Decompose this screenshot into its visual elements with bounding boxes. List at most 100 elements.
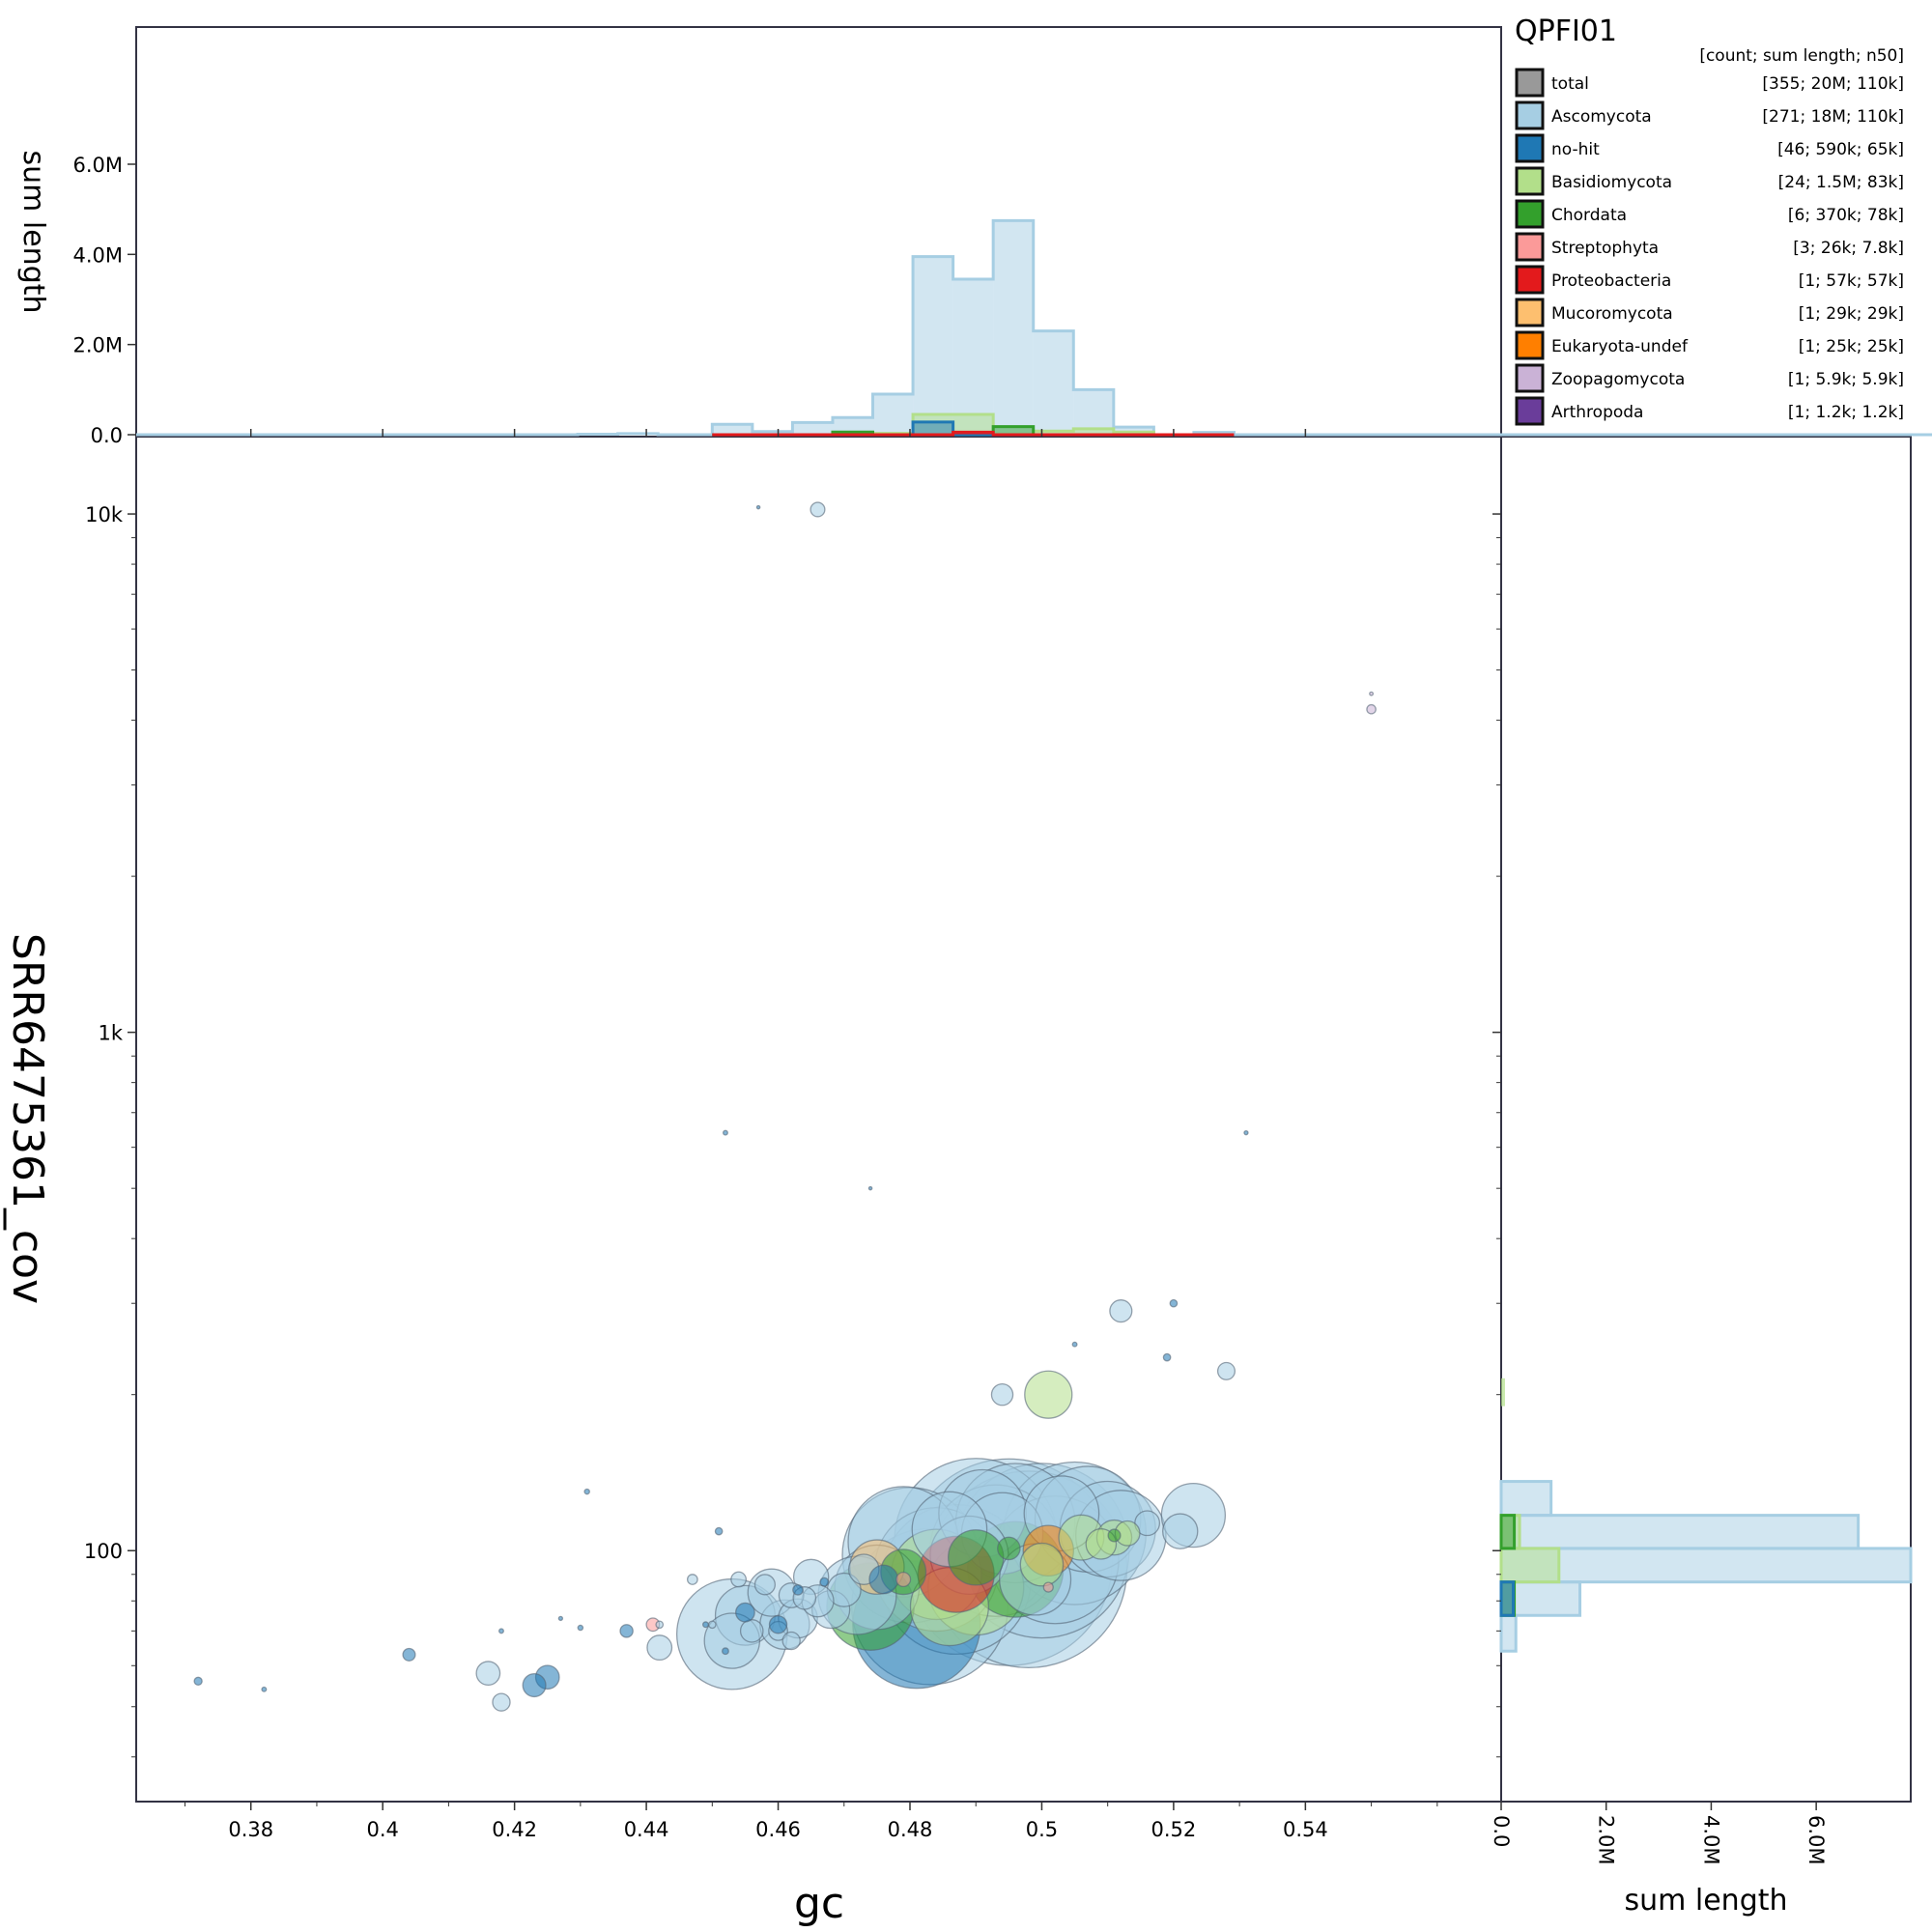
cov-hist-bar-ascomycota	[1499, 1480, 1553, 1518]
point-chordata	[1107, 1528, 1122, 1543]
gc-hist-bar-ascomycota	[832, 417, 873, 435]
point-ascomycota	[990, 1382, 1014, 1406]
gc-hist-bar-ascomycota	[712, 424, 753, 435]
x-tick-label: 0.52	[1151, 1818, 1197, 1841]
gc-hist-bar-basidiomycota	[952, 414, 994, 435]
gc-hist-outline-proteobacteria	[712, 430, 1235, 437]
point-ascomycota	[1162, 1513, 1199, 1549]
point-no-hit	[768, 1615, 788, 1634]
point-basidiomycota	[1024, 1370, 1073, 1419]
cov-hist-bar-ascomycota	[1499, 1547, 1913, 1584]
gc-hist-bar-ascomycota	[752, 431, 793, 435]
point-ascomycota	[730, 1571, 747, 1588]
point-no-hit	[722, 1647, 729, 1656]
point-ascomycota	[646, 1634, 673, 1662]
coverage-histogram-x-ticks: 0.0 2.0M 4.0M 6.0M	[1490, 1802, 1828, 1865]
point-ascomycota	[686, 1574, 698, 1585]
legend-swatch-chordata	[1515, 199, 1545, 229]
x-tick-label: 0.4	[366, 1818, 398, 1841]
gc-hist-bar-chordata	[993, 426, 1034, 435]
x-axis-label: gc	[794, 1879, 844, 1928]
y-tick-label: 100	[84, 1540, 123, 1563]
point-ascomycota	[475, 1661, 501, 1687]
point-zoopagomycota	[1369, 691, 1375, 696]
x-tick-label: 0.48	[888, 1818, 933, 1841]
legend-swatch-streptophyta	[1515, 232, 1545, 262]
gc-hist-bar-ascomycota	[872, 394, 914, 435]
legend-header: [count; sum length; n50]	[1699, 46, 1904, 66]
gc-hist-bar-ascomycota	[792, 422, 833, 435]
legend-swatch-basidiomycota	[1515, 166, 1545, 196]
point-streptophyta	[895, 1571, 912, 1588]
cov-hist-x-tick-label: 2.0M	[1595, 1815, 1618, 1865]
point-zoopagomycota	[1366, 703, 1377, 715]
legend-swatch-no-hit	[1515, 133, 1545, 163]
cov-hist-bar-basidiomycota-high	[1501, 1378, 1505, 1406]
legend-stats: [1; 5.9k; 5.9k]	[1788, 370, 1904, 389]
gc-hist-bar-ascomycota	[913, 256, 953, 435]
cov-hist-bar-ascomycota	[1499, 1514, 1861, 1550]
legend-swatch-zoopagomycota	[1515, 363, 1545, 393]
cov-hist-x-tick-label: 0.0	[1490, 1815, 1513, 1847]
legend-stats: [46; 590k; 65k]	[1777, 140, 1904, 159]
point-ascomycota	[1216, 1361, 1236, 1380]
point-ascomycota	[739, 1619, 764, 1643]
legend-label: Ascomycota	[1551, 107, 1652, 127]
gc-hist-bar-ascomycota	[952, 279, 994, 435]
coverage-histogram-x-label: sum length	[1624, 1884, 1787, 1918]
right-histogram-frame	[1500, 436, 1912, 1803]
gc-hist-y-tick-label: 4.0M	[72, 243, 123, 267]
legend-stats: [6; 370k; 78k]	[1788, 206, 1904, 225]
x-tick-label: 0.46	[755, 1818, 801, 1841]
legend-stats: [1; 29k; 29k]	[1799, 304, 1904, 324]
legend-swatch-ascomycota	[1515, 100, 1545, 130]
point-no-hit	[1169, 1298, 1179, 1308]
cov-hist-x-tick-label: 4.0M	[1699, 1815, 1722, 1865]
x-tick-label: 0.42	[492, 1818, 537, 1841]
point-no-hit	[619, 1624, 634, 1638]
point-no-hit	[577, 1624, 584, 1632]
x-tick-label: 0.54	[1283, 1818, 1328, 1841]
point-no-hit	[701, 1621, 709, 1629]
point-ascomycota	[781, 1631, 801, 1651]
legend-label: no-hit	[1551, 140, 1600, 159]
legend-swatch-eukaryota-undef	[1515, 330, 1545, 360]
point-no-hit	[1243, 1129, 1249, 1136]
legend-swatch-mucoromycota	[1515, 298, 1545, 327]
point-no-hit	[402, 1647, 416, 1662]
x-tick-label: 0.44	[624, 1818, 669, 1841]
coverage-histogram	[1499, 1378, 1913, 1653]
gc-hist-bar-ascomycota	[1073, 389, 1114, 435]
gc-hist-outline-ascomycota	[136, 432, 1932, 437]
point-no-hit	[867, 1185, 873, 1191]
cov-hist-bar-chordata	[1499, 1514, 1517, 1550]
point-ascomycota	[810, 501, 826, 518]
point-no-hit	[522, 1672, 547, 1698]
point-no-hit	[557, 1615, 564, 1622]
legend-label: Mucoromycota	[1551, 304, 1673, 324]
point-no-hit	[1162, 1352, 1172, 1362]
point-no-hit	[819, 1577, 830, 1587]
point-no-hit	[792, 1583, 804, 1596]
scatter-points	[193, 501, 1377, 1712]
point-streptophyta	[1042, 1581, 1054, 1593]
gc-hist-bar-ascomycota	[993, 220, 1034, 435]
cov-hist-bar-no-hit	[1499, 1580, 1516, 1617]
point-chordata	[997, 1536, 1021, 1561]
gc-hist-bar-basidiomycota	[1033, 431, 1074, 435]
legend-title: QPFI01	[1515, 14, 1617, 48]
cov-hist-x-tick-label: 6.0M	[1804, 1815, 1828, 1865]
legend-swatch-proteobacteria	[1515, 265, 1545, 295]
x-tick-label: 0.5	[1026, 1818, 1058, 1841]
point-no-hit	[755, 504, 761, 510]
gc-hist-bar-no-hit	[913, 421, 953, 435]
point-no-hit	[714, 1526, 724, 1536]
cov-hist-bar-basidiomycota	[1499, 1547, 1561, 1584]
point-no-hit	[735, 1602, 755, 1623]
point-ascomycota	[655, 1620, 665, 1630]
point-no-hit	[1071, 1341, 1078, 1348]
y-axis-ticks: 100 1k 10k	[84, 503, 1501, 1758]
point-no-hit	[583, 1488, 590, 1495]
gc-hist-y-tick-label: 2.0M	[72, 334, 123, 357]
x-tick-label: 0.38	[228, 1818, 273, 1841]
